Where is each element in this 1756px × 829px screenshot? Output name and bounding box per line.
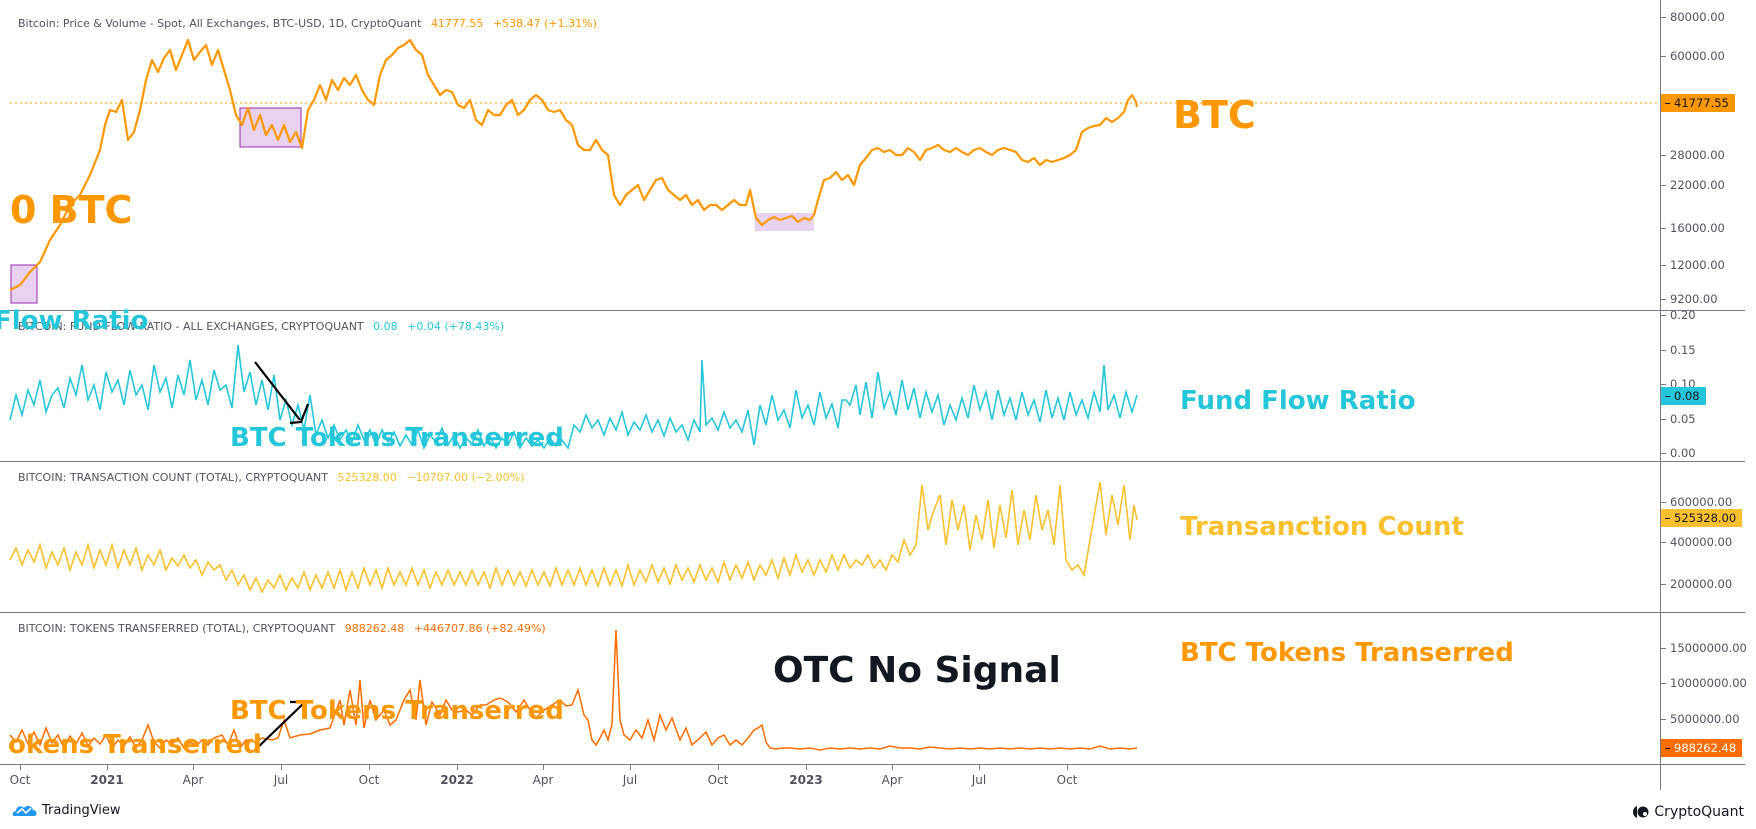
time-axis-line: [0, 764, 1745, 765]
legend-change: −10707.00 (−2.00%): [406, 471, 525, 484]
time-label: Oct: [1056, 773, 1078, 787]
annotation-fund-flow-ratio[interactable]: Fund Flow Ratio: [1180, 386, 1416, 416]
axis-tick: 9200.00: [1661, 292, 1718, 306]
tx-count-line: [9, 481, 1138, 594]
legend-last-value: 41777.55: [430, 17, 484, 30]
cryptoquant-mark-icon: [1633, 806, 1649, 818]
legend-change: +0.04 (+78.43%): [407, 320, 505, 333]
price-tag: 988262.48: [1661, 739, 1743, 757]
price-tag: 41777.55: [1661, 94, 1735, 112]
time-label: 2022: [440, 773, 474, 787]
price-tag: 0.08: [1661, 387, 1706, 405]
axis-tick: 5000000.00: [1661, 712, 1740, 726]
pane-separator[interactable]: [0, 310, 1745, 311]
price-line: [9, 38, 1139, 291]
time-label: Apr: [182, 773, 204, 787]
axis-tick: 0.00: [1661, 446, 1696, 460]
axis-tick: 15000000.00: [1661, 641, 1747, 655]
price-tag: 525328.00: [1661, 509, 1743, 527]
annotation-tokens-transferred[interactable]: BTC Tokens Transerred: [1180, 638, 1514, 668]
axis-tick: 28000.00: [1661, 148, 1725, 162]
axis-tick: 400000.00: [1661, 535, 1732, 549]
legend-price[interactable]: Bitcoin: Price & Volume - Spot, All Exch…: [18, 17, 597, 30]
highlight-box[interactable]: [10, 264, 38, 304]
time-label: Jul: [273, 773, 289, 787]
cryptoquant-label: CryptoQuant: [1654, 804, 1744, 820]
legend-title: BITCOIN: FUND FLOW RATIO - ALL EXCHANGES…: [18, 320, 364, 333]
cryptoquant-logo[interactable]: CryptoQuant: [1632, 804, 1744, 820]
tradingview-label: TradingView: [42, 802, 121, 818]
arrow-annotation: [254, 701, 306, 751]
axis-tick: 60000.00: [1661, 49, 1725, 63]
legend-title: BITCOIN: TRANSACTION COUNT (TOTAL), CRYP…: [18, 471, 328, 484]
axis-tick: 12000.00: [1661, 258, 1725, 272]
time-label: Oct: [9, 773, 31, 787]
tradingview-logo[interactable]: TradingView: [12, 802, 121, 818]
time-label: Apr: [881, 773, 903, 787]
time-label: 2023: [789, 773, 823, 787]
annotation-btc[interactable]: BTC: [1173, 93, 1256, 137]
legend-title: BITCOIN: TOKENS TRANSFERRED (TOTAL), CRY…: [18, 622, 336, 635]
axis-tick: 0.15: [1661, 343, 1696, 357]
annotation-tokens-left[interactable]: okens Transerred: [8, 730, 262, 760]
fund-flow-line: [9, 344, 1138, 451]
axis-tick: 10000000.00: [1661, 676, 1747, 690]
time-label: Oct: [358, 773, 380, 787]
time-label: Oct: [707, 773, 729, 787]
axis-tick: 200000.00: [1661, 577, 1732, 591]
legend-title: Bitcoin: Price & Volume - Spot, All Exch…: [18, 17, 422, 30]
series-layer: [9, 38, 1660, 751]
axis-tick: 0.20: [1661, 308, 1696, 322]
annotation-tokens-in-fund-pane[interactable]: BTC Tokens Transerred: [230, 423, 564, 453]
tokens-line: [9, 629, 1138, 751]
annotation-btc-left[interactable]: 0 BTC: [10, 188, 133, 232]
annotation-otc-no-signal[interactable]: OTC No Signal: [773, 650, 1061, 691]
axis-tick: 22000.00: [1661, 178, 1725, 192]
legend-last-value: 988262.48: [344, 622, 405, 635]
axis-tick: 0.05: [1661, 412, 1696, 426]
time-label: 2021: [90, 773, 124, 787]
pane-separator[interactable]: [0, 612, 1745, 613]
legend-last-value: 525328.00: [337, 471, 397, 484]
time-label: Jul: [622, 773, 638, 787]
pane-separator[interactable]: [0, 461, 1745, 462]
axis-tick: 80000.00: [1661, 10, 1725, 24]
legend-tokens[interactable]: BITCOIN: TOKENS TRANSFERRED (TOTAL), CRY…: [18, 622, 546, 635]
legend-change: +538.47 (+1.31%): [492, 17, 597, 30]
legend-tx-count[interactable]: BITCOIN: TRANSACTION COUNT (TOTAL), CRYP…: [18, 471, 524, 484]
time-label: Jul: [971, 773, 987, 787]
annotation-flow-ratio-left[interactable]: Flow Ratio: [0, 306, 149, 336]
highlight-box[interactable]: [755, 213, 814, 231]
legend-fund-flow[interactable]: BITCOIN: FUND FLOW RATIO - ALL EXCHANGES…: [18, 320, 504, 333]
tradingview-cloud-icon: [12, 805, 37, 816]
axis-tick: 16000.00: [1661, 221, 1725, 235]
arrow-annotation: [254, 361, 301, 421]
axis-tick: 600000.00: [1661, 495, 1732, 509]
legend-last-value: 0.08: [373, 320, 398, 333]
annotation-transaction-count[interactable]: Transanction Count: [1180, 512, 1464, 542]
annotation-tokens-mid[interactable]: BTC Tokens Transerred: [230, 696, 564, 726]
time-label: Apr: [532, 773, 554, 787]
legend-change: +446707.86 (+82.49%): [413, 622, 546, 635]
